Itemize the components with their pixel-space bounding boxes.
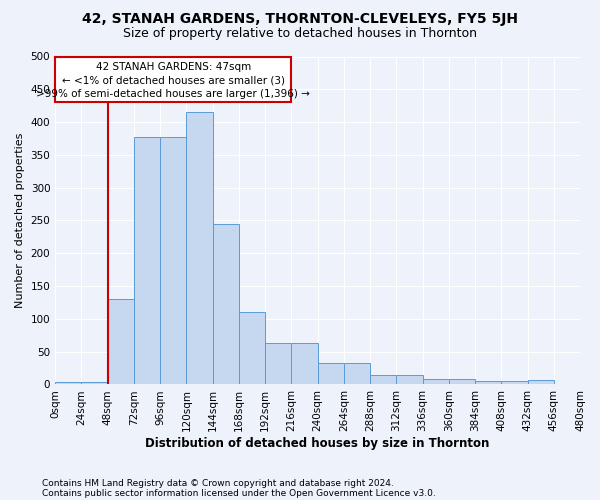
Text: ← <1% of detached houses are smaller (3): ← <1% of detached houses are smaller (3) — [62, 76, 285, 86]
Text: 42, STANAH GARDENS, THORNTON-CLEVELEYS, FY5 5JH: 42, STANAH GARDENS, THORNTON-CLEVELEYS, … — [82, 12, 518, 26]
Bar — [82, 382, 107, 384]
Text: Size of property relative to detached houses in Thornton: Size of property relative to detached ho… — [123, 28, 477, 40]
Bar — [317, 364, 344, 384]
Bar — [501, 381, 527, 384]
Bar — [239, 312, 265, 384]
Bar — [344, 364, 370, 384]
Bar — [475, 381, 501, 384]
Text: 42 STANAH GARDENS: 47sqm: 42 STANAH GARDENS: 47sqm — [95, 62, 251, 72]
Y-axis label: Number of detached properties: Number of detached properties — [15, 133, 25, 308]
Bar — [580, 382, 600, 384]
Bar — [265, 343, 292, 384]
Bar — [397, 376, 422, 384]
Bar — [55, 382, 82, 384]
Bar — [187, 112, 212, 384]
Bar — [292, 343, 317, 384]
Bar — [160, 136, 187, 384]
Bar — [55, 56, 292, 102]
Text: >99% of semi-detached houses are larger (1,396) →: >99% of semi-detached houses are larger … — [37, 89, 310, 99]
Bar — [212, 224, 239, 384]
Bar — [449, 378, 475, 384]
Bar — [527, 380, 554, 384]
Text: Contains HM Land Registry data © Crown copyright and database right 2024.: Contains HM Land Registry data © Crown c… — [42, 478, 394, 488]
Bar — [370, 376, 397, 384]
Text: Contains public sector information licensed under the Open Government Licence v3: Contains public sector information licen… — [42, 488, 436, 498]
X-axis label: Distribution of detached houses by size in Thornton: Distribution of detached houses by size … — [145, 437, 490, 450]
Bar — [134, 136, 160, 384]
Bar — [422, 378, 449, 384]
Bar — [107, 299, 134, 384]
